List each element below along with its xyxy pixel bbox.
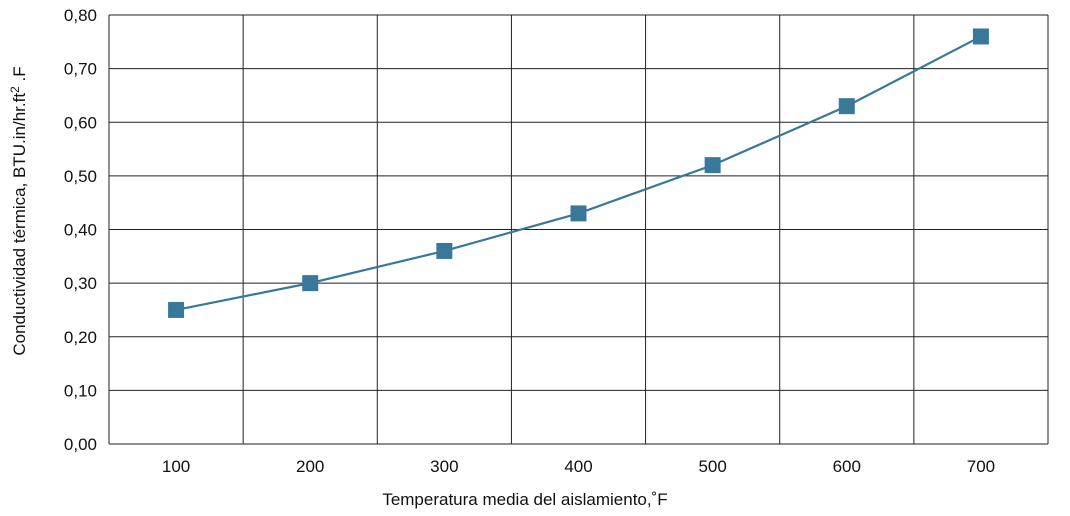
x-tick-label: 200 — [296, 457, 324, 476]
y-axis-title-superscript: 2 — [8, 86, 22, 93]
data-point-marker — [704, 157, 721, 174]
y-tick-label: 0,60 — [64, 113, 97, 132]
y-axis-title-main: Conductividad térmica, BTU.in/hr.ft — [10, 93, 29, 356]
data-point-marker — [570, 205, 587, 222]
data-point-marker — [168, 301, 185, 318]
y-tick-label: 0,30 — [64, 274, 97, 293]
x-tick-labels: 100 200 300 400 500 600 700 — [162, 457, 995, 476]
y-axis-title-tail: .F — [10, 66, 29, 86]
x-axis-title: Temperatura media del aislamiento,˚F — [382, 490, 667, 509]
series-line — [175, 35, 982, 312]
data-point-marker — [838, 98, 855, 115]
y-tick-label: 0,50 — [64, 167, 97, 186]
data-series — [168, 28, 989, 318]
y-tick-label: 0,10 — [64, 381, 97, 400]
data-point-marker — [302, 275, 319, 292]
y-tick-label: 0,70 — [64, 60, 97, 79]
grid-lines — [109, 14, 1049, 444]
x-tick-label: 300 — [430, 457, 458, 476]
y-tick-labels: 0,00 0,10 0,20 0,30 0,40 0,50 0,60 0,70 0,80 — [64, 6, 97, 454]
x-tick-label: 600 — [833, 457, 861, 476]
axes — [108, 15, 1048, 445]
x-tick-label: 500 — [698, 457, 726, 476]
data-point-marker — [972, 28, 989, 45]
x-tick-label: 700 — [967, 457, 995, 476]
x-tick-label: 400 — [564, 457, 592, 476]
y-tick-label: 0,00 — [64, 435, 97, 454]
x-tick-label: 100 — [162, 457, 190, 476]
y-axis-title: Conductividad térmica, BTU.in/hr.ft2 .F — [8, 66, 29, 355]
y-tick-label: 0,20 — [64, 328, 97, 347]
y-tick-label: 0,40 — [64, 221, 97, 240]
y-tick-label: 0,80 — [64, 6, 97, 25]
data-point-marker — [436, 242, 453, 259]
